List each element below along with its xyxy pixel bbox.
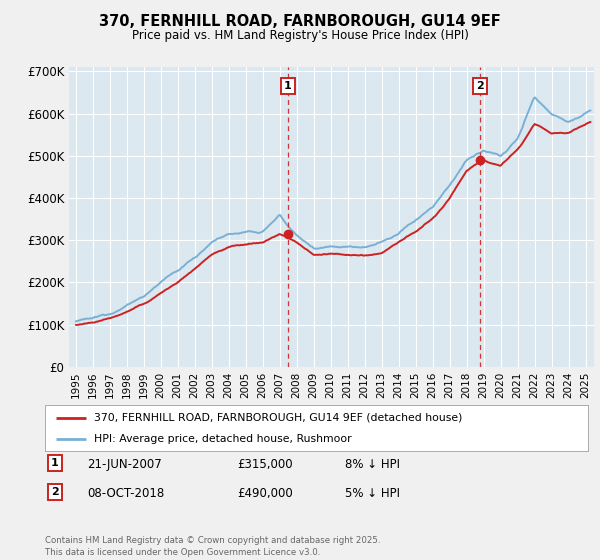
Text: 8% ↓ HPI: 8% ↓ HPI <box>345 458 400 471</box>
Text: 1: 1 <box>284 81 292 91</box>
Text: 1: 1 <box>51 458 59 468</box>
Text: Price paid vs. HM Land Registry's House Price Index (HPI): Price paid vs. HM Land Registry's House … <box>131 29 469 42</box>
Text: 5% ↓ HPI: 5% ↓ HPI <box>345 487 400 500</box>
Text: Contains HM Land Registry data © Crown copyright and database right 2025.
This d: Contains HM Land Registry data © Crown c… <box>45 536 380 557</box>
Text: £315,000: £315,000 <box>237 458 293 471</box>
Text: 2: 2 <box>51 487 59 497</box>
Text: 370, FERNHILL ROAD, FARNBOROUGH, GU14 9EF: 370, FERNHILL ROAD, FARNBOROUGH, GU14 9E… <box>99 14 501 29</box>
Text: 370, FERNHILL ROAD, FARNBOROUGH, GU14 9EF (detached house): 370, FERNHILL ROAD, FARNBOROUGH, GU14 9E… <box>94 413 462 423</box>
Text: 2: 2 <box>476 81 484 91</box>
Text: 21-JUN-2007: 21-JUN-2007 <box>87 458 162 471</box>
Text: HPI: Average price, detached house, Rushmoor: HPI: Average price, detached house, Rush… <box>94 435 352 444</box>
Text: £490,000: £490,000 <box>237 487 293 500</box>
Text: 08-OCT-2018: 08-OCT-2018 <box>87 487 164 500</box>
